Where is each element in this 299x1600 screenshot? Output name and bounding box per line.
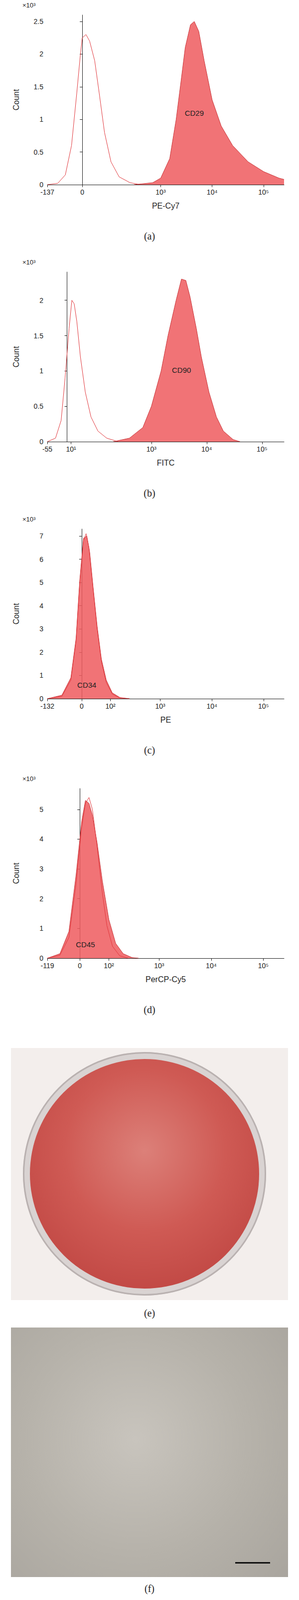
svg-text:5: 5: [39, 804, 44, 813]
svg-text:0: 0: [77, 960, 82, 969]
svg-text:10²: 10²: [103, 960, 115, 969]
svg-text:10⁴: 10⁴: [206, 187, 218, 196]
svg-text:0: 0: [80, 187, 85, 196]
svg-text:4: 4: [39, 833, 44, 842]
svg-text:10⁴: 10⁴: [206, 701, 218, 710]
svg-text:FITC: FITC: [156, 457, 175, 467]
svg-text:10²: 10²: [105, 701, 116, 710]
svg-text:10⁵: 10⁵: [258, 701, 269, 710]
svg-text:CD34: CD34: [77, 679, 97, 689]
svg-text:10³: 10³: [155, 701, 166, 710]
svg-text:0.5: 0.5: [33, 148, 44, 156]
svg-text:Count: Count: [11, 88, 21, 111]
svg-text:CD45: CD45: [75, 938, 95, 948]
svg-text:PE-Cy7: PE-Cy7: [151, 201, 180, 210]
svg-text:6: 6: [39, 554, 44, 563]
svg-text:Count: Count: [11, 345, 21, 367]
svg-text:10¹: 10¹: [65, 444, 77, 453]
svg-text:1: 1: [39, 922, 44, 931]
svg-text:4: 4: [39, 600, 44, 609]
svg-text:2: 2: [39, 647, 44, 656]
svg-text:×10³: ×10³: [22, 773, 36, 782]
svg-text:10³: 10³: [146, 444, 157, 453]
svg-text:2.5: 2.5: [33, 17, 44, 26]
svg-text:-119: -119: [40, 960, 55, 969]
svg-text:1.5: 1.5: [33, 82, 44, 91]
html-text:(c): (c): [143, 743, 156, 755]
svg-text:2: 2: [39, 893, 44, 902]
svg-text:10⁵: 10⁵: [258, 187, 269, 196]
svg-text:10³: 10³: [155, 187, 166, 196]
svg-text:0.5: 0.5: [33, 401, 44, 410]
svg-text:-137: -137: [40, 187, 55, 196]
html-text:(a): (a): [143, 230, 156, 242]
svg-text:×10³: ×10³: [22, 1, 36, 9]
svg-text:7: 7: [39, 531, 44, 540]
svg-text:-132: -132: [40, 701, 55, 710]
html-text:(e): (e): [143, 1305, 156, 1317]
svg-text:0: 0: [39, 180, 44, 189]
html-text:(d): (d): [143, 1002, 156, 1014]
svg-text:3: 3: [39, 623, 44, 632]
svg-text:0: 0: [39, 693, 44, 702]
svg-text:5: 5: [39, 577, 44, 586]
svg-text:CD90: CD90: [171, 365, 191, 374]
svg-text:1: 1: [39, 366, 44, 375]
svg-text:3: 3: [39, 863, 44, 872]
svg-text:Count: Count: [11, 601, 21, 624]
svg-text:1: 1: [39, 115, 44, 124]
svg-text:PerCP-Cy5: PerCP-Cy5: [145, 973, 186, 983]
html-text:(f): (f): [144, 1580, 155, 1592]
svg-text:×10³: ×10³: [22, 258, 36, 266]
svg-text:2: 2: [39, 49, 44, 58]
svg-text:-55: -55: [42, 444, 53, 453]
svg-text:10⁵: 10⁵: [258, 960, 269, 969]
svg-text:0: 0: [79, 701, 84, 710]
svg-text:×10³: ×10³: [22, 514, 36, 523]
svg-text:10⁵: 10⁵: [256, 444, 268, 453]
svg-text:10³: 10³: [153, 960, 165, 969]
svg-text:0: 0: [39, 437, 44, 446]
svg-text:PE: PE: [160, 714, 171, 724]
svg-text:10⁴: 10⁴: [205, 960, 217, 969]
svg-text:10⁴: 10⁴: [201, 444, 213, 453]
svg-text:1.5: 1.5: [33, 331, 44, 340]
svg-text:0: 0: [39, 952, 44, 961]
svg-text:CD29: CD29: [184, 108, 204, 118]
svg-text:1: 1: [39, 670, 44, 679]
svg-text:Count: Count: [11, 861, 21, 883]
svg-text:2: 2: [39, 296, 44, 304]
html-text:(b): (b): [143, 486, 156, 498]
